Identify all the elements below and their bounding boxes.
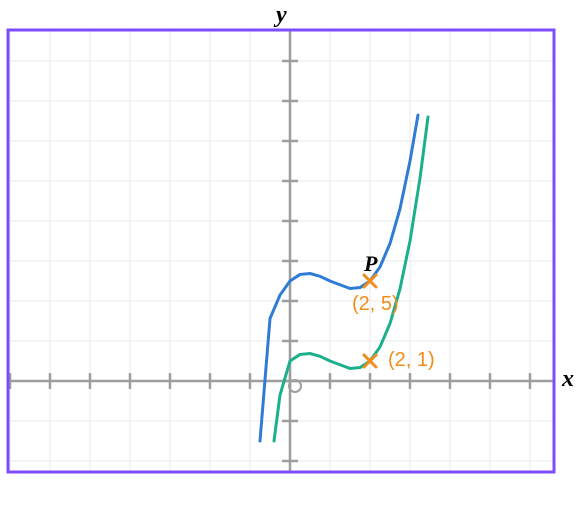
point-q-label-coord: (2, 1) [388, 349, 435, 372]
x-axis-label: x [562, 366, 574, 393]
chart-container: y x P (2, 5) (2, 1) [0, 0, 582, 500]
y-axis-label: y [276, 2, 287, 29]
point-p-label-above: P [364, 251, 377, 277]
point-p-label-coord: (2, 5) [352, 293, 399, 316]
chart-svg [0, 0, 582, 500]
